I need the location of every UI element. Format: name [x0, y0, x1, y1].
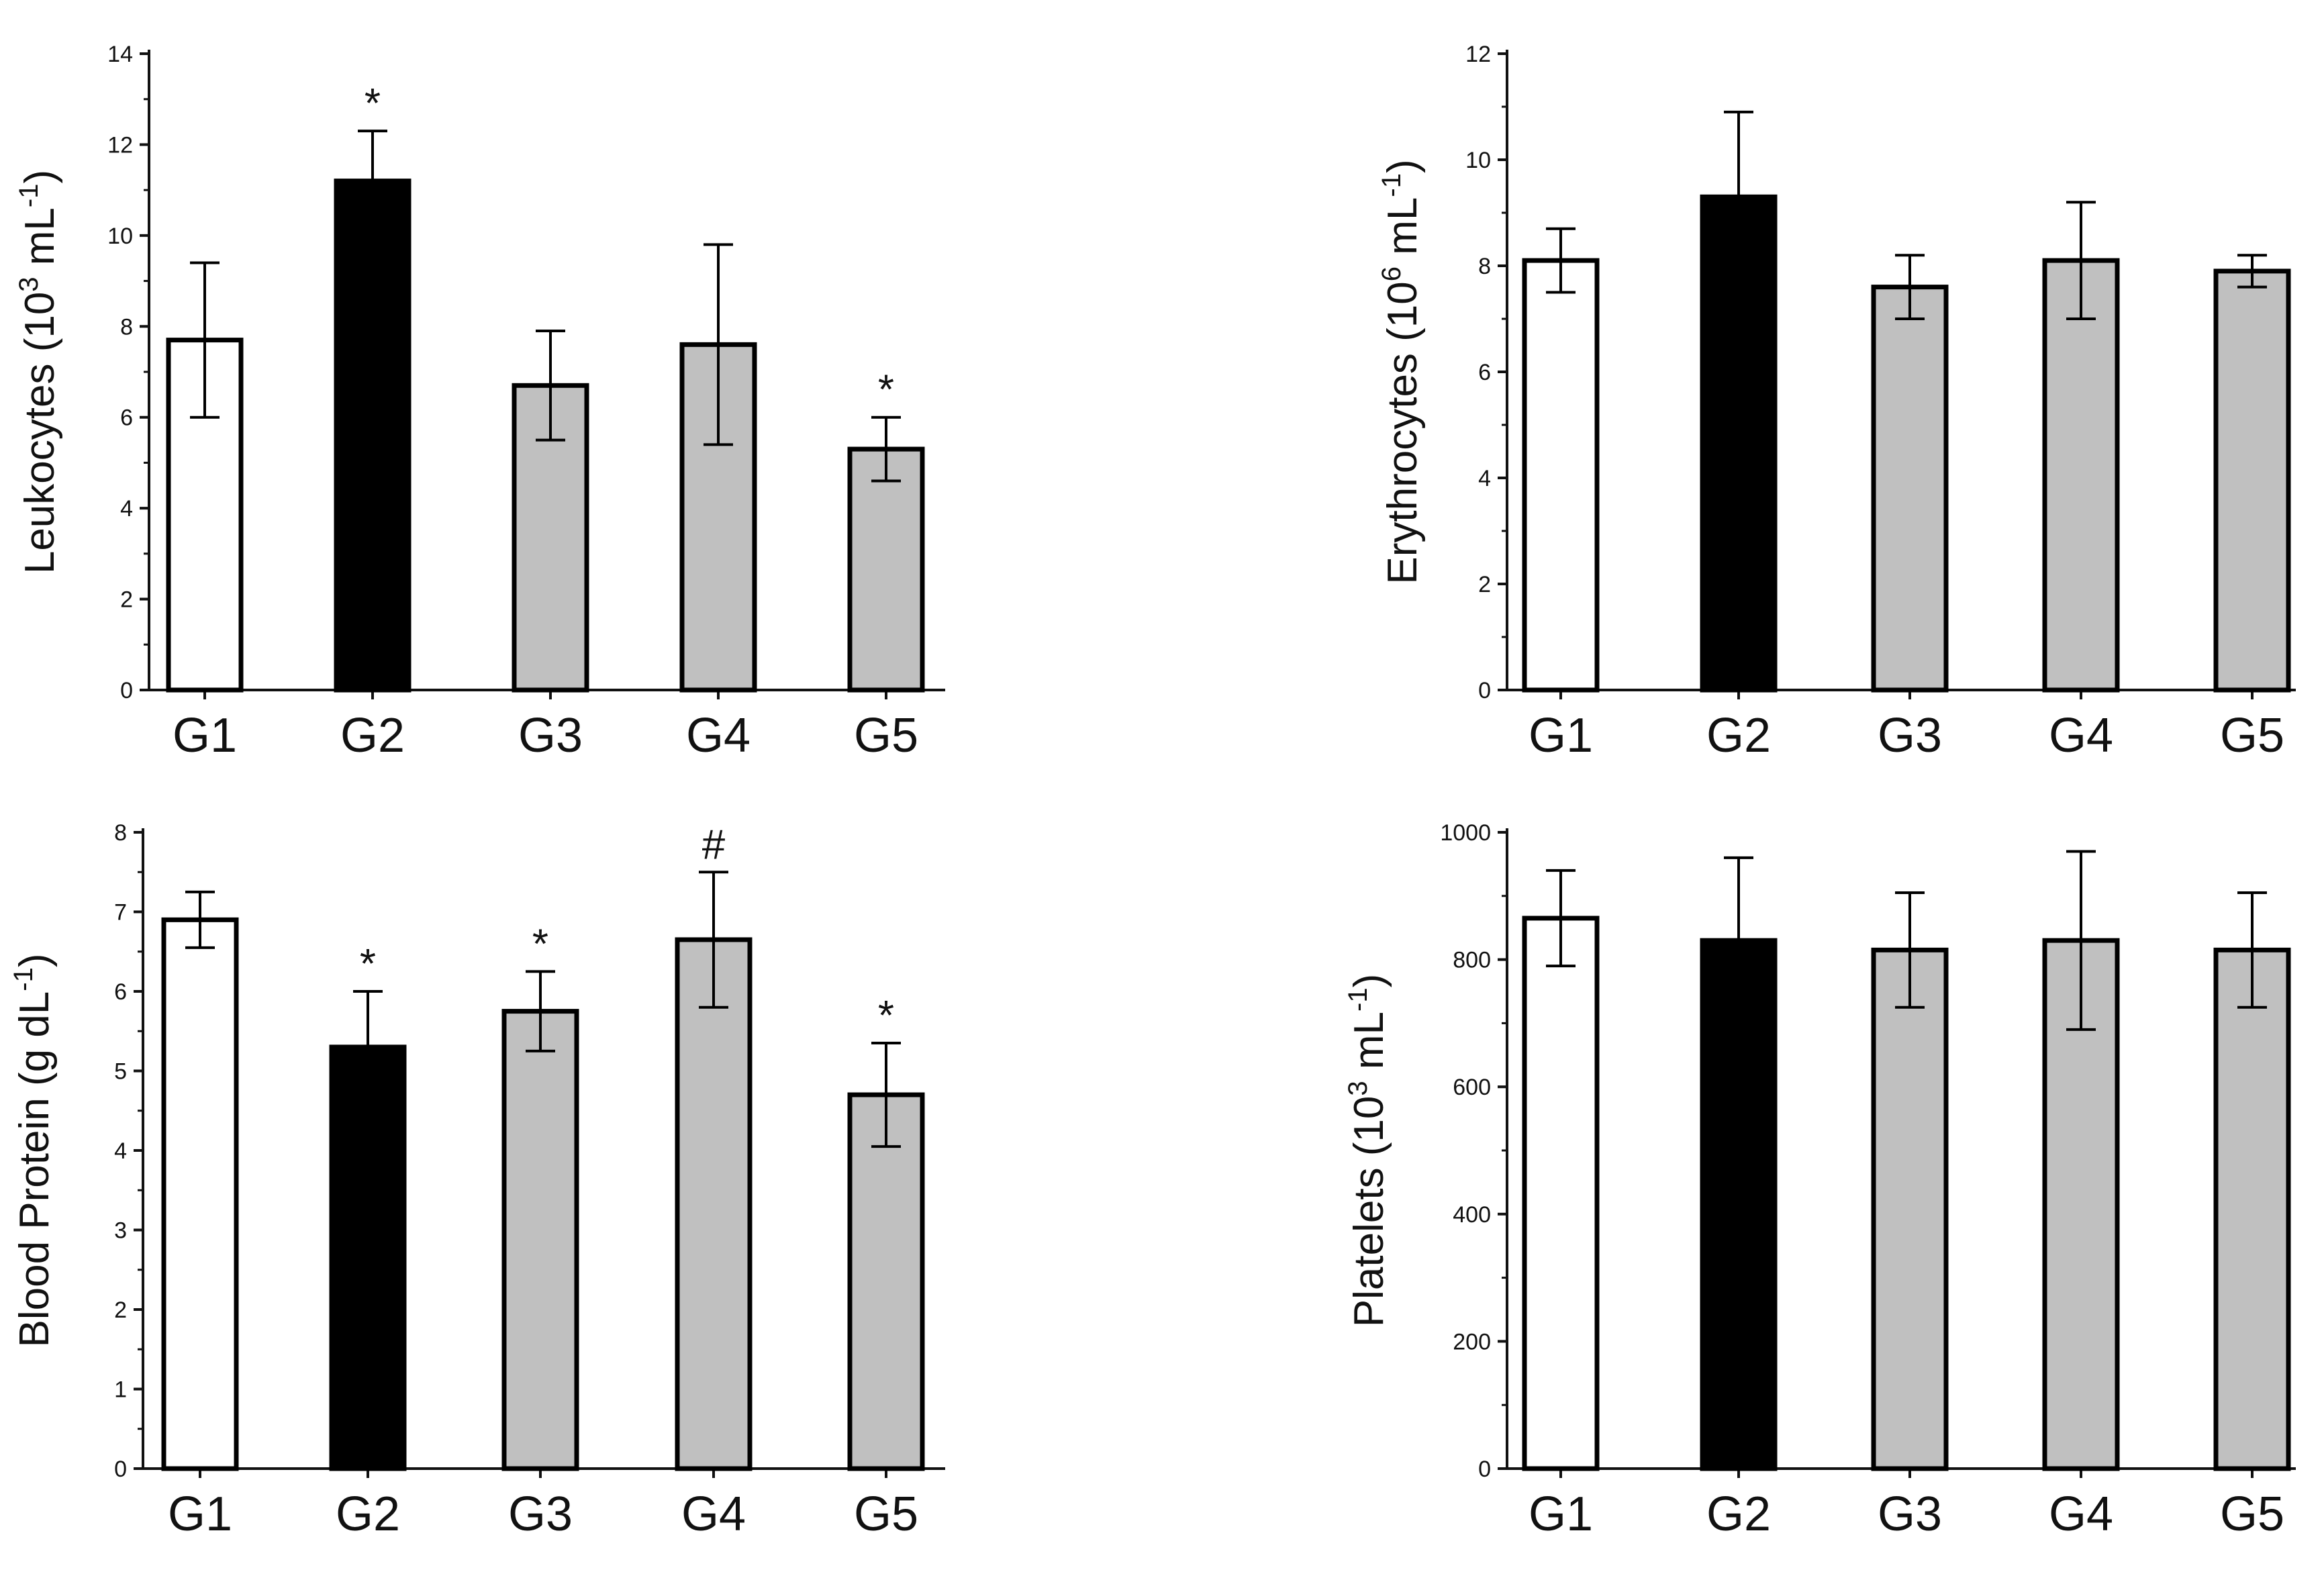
y-axis-label-text: ): [1379, 159, 1426, 173]
y-axis-label-text: ): [17, 170, 63, 184]
y-tick-label: 5: [114, 1059, 127, 1085]
y-axis-label-text: mL: [1379, 197, 1426, 266]
x-tick-label: G1: [1529, 709, 1593, 762]
x-tick-label: G1: [168, 1487, 232, 1541]
significance-mark: *: [365, 81, 381, 127]
x-tick-label: G2: [340, 709, 405, 762]
y-axis-label: Blood Protein (g dL-1): [9, 953, 58, 1347]
x-tick-label: G5: [2220, 709, 2284, 762]
y-tick-label: 4: [114, 1138, 127, 1164]
x-tick-label: G3: [508, 1487, 573, 1541]
y-axis-label: Erythrocytes (106 mL-1): [1377, 159, 1426, 584]
bar-G1: [161, 917, 239, 1471]
x-tick-label: G4: [2049, 1487, 2113, 1541]
y-tick-label: 0: [1478, 678, 1491, 703]
bar-G5: [2213, 268, 2291, 693]
x-tick-label: G3: [518, 709, 583, 762]
significance-mark: *: [878, 367, 894, 413]
significance-mark: #: [702, 822, 726, 868]
y-tick-label: 10: [1465, 148, 1491, 173]
y-tick-label: 7: [114, 900, 127, 926]
y-tick-label: 400: [1453, 1202, 1491, 1228]
bar-G5: [847, 446, 925, 693]
x-tick-label: G2: [336, 1487, 400, 1541]
y-tick-label: 14: [107, 42, 133, 67]
y-tick-label: 0: [120, 678, 133, 703]
bar-G1: [1522, 916, 1600, 1471]
y-axis-label-text: Erythrocytes (10: [1379, 281, 1426, 584]
y-axis-label: Leukocytes (103 mL-1): [14, 170, 63, 574]
y-tick-label: 6: [120, 405, 133, 431]
significance-mark: *: [532, 921, 548, 967]
y-tick-label: 200: [1453, 1329, 1491, 1355]
bar-G4: [675, 937, 753, 1471]
bar-G3: [501, 1009, 579, 1471]
y-tick-label: 6: [114, 979, 127, 1005]
x-tick-label: G4: [681, 1487, 746, 1541]
bar-G2: [334, 179, 411, 693]
y-axis-label-superscript: -1: [14, 184, 44, 208]
y-tick-label: 2: [120, 587, 133, 613]
bar-G1: [1522, 258, 1600, 693]
y-tick-label: 10: [107, 224, 133, 249]
x-tick-label: G1: [173, 709, 237, 762]
y-axis-label-text: ): [1346, 974, 1392, 988]
y-axis-label-superscript: -1: [1377, 173, 1406, 197]
y-tick-label: 2: [114, 1297, 127, 1323]
x-tick-label: G4: [2049, 709, 2113, 762]
x-tick-label: G2: [1706, 709, 1771, 762]
y-axis-label-superscript: 3: [1343, 1081, 1373, 1095]
y-tick-label: 8: [114, 820, 127, 846]
x-tick-label: G1: [1529, 1487, 1593, 1541]
y-axis-label-superscript: -1: [9, 967, 38, 991]
x-tick-label: G2: [1706, 1487, 1771, 1541]
y-tick-label: 3: [114, 1218, 127, 1244]
y-axis-label-text: ): [11, 953, 58, 967]
y-axis-label-text: Leukocytes (10: [17, 292, 63, 574]
y-tick-label: 1000: [1440, 820, 1491, 846]
y-tick-label: 0: [1478, 1457, 1491, 1482]
bar-G4: [2042, 258, 2120, 693]
y-tick-label: 2: [1478, 572, 1491, 597]
y-axis-label: Platelets (103 mL-1): [1343, 974, 1392, 1327]
y-tick-label: 12: [107, 132, 133, 158]
significance-mark: *: [878, 993, 894, 1039]
chart-panel-bottom-left: 0 1 2 3 4 5 6 7 8 G1 * G2 * G3 # G4 * G5 Blood Protein (g …: [9, 820, 945, 1541]
y-tick-label: 600: [1453, 1075, 1491, 1100]
bar-G5: [2213, 947, 2291, 1471]
y-axis-label-text: Blood Protein (g dL: [11, 991, 58, 1348]
bar-G5: [847, 1092, 925, 1471]
bar-G2: [1700, 938, 1778, 1471]
bar-G3: [1871, 947, 1949, 1471]
bar-G2: [329, 1044, 407, 1471]
chart-panel-bottom-right: 0 200 400 600 800 1000 G1 G2 G3 G4 G5 Platelets (10…: [1343, 820, 2296, 1541]
y-tick-label: 4: [1478, 466, 1491, 491]
y-axis-label-superscript: -1: [1343, 987, 1373, 1012]
y-tick-label: 8: [1478, 254, 1491, 279]
x-tick-label: G5: [854, 1487, 918, 1541]
bar-G3: [1871, 285, 1949, 693]
y-tick-label: 800: [1453, 948, 1491, 973]
chart-panel-top-left: 0 2 4 6 8 10 12 14 G1 * G2 G3 G4 * G5 Leukocytes (103 m…: [14, 42, 945, 762]
x-tick-label: G4: [686, 709, 751, 762]
y-tick-label: 0: [114, 1457, 127, 1482]
y-tick-label: 8: [120, 314, 133, 340]
x-tick-label: G5: [2220, 1487, 2284, 1541]
y-axis-label-text: mL: [17, 207, 63, 277]
y-axis-label-text: Platelets (10: [1346, 1096, 1392, 1328]
y-axis-label-superscript: 3: [14, 277, 44, 291]
y-axis-label-text: mL: [1346, 1012, 1392, 1081]
significance-mark: *: [360, 941, 376, 987]
y-tick-label: 12: [1465, 42, 1491, 67]
y-tick-label: 4: [120, 496, 133, 522]
x-tick-label: G3: [1878, 709, 1942, 762]
y-tick-label: 1: [114, 1377, 127, 1403]
y-axis-label-superscript: 6: [1377, 266, 1406, 281]
x-tick-label: G5: [854, 709, 918, 762]
y-tick-label: 6: [1478, 360, 1491, 385]
x-tick-label: G3: [1878, 1487, 1942, 1541]
